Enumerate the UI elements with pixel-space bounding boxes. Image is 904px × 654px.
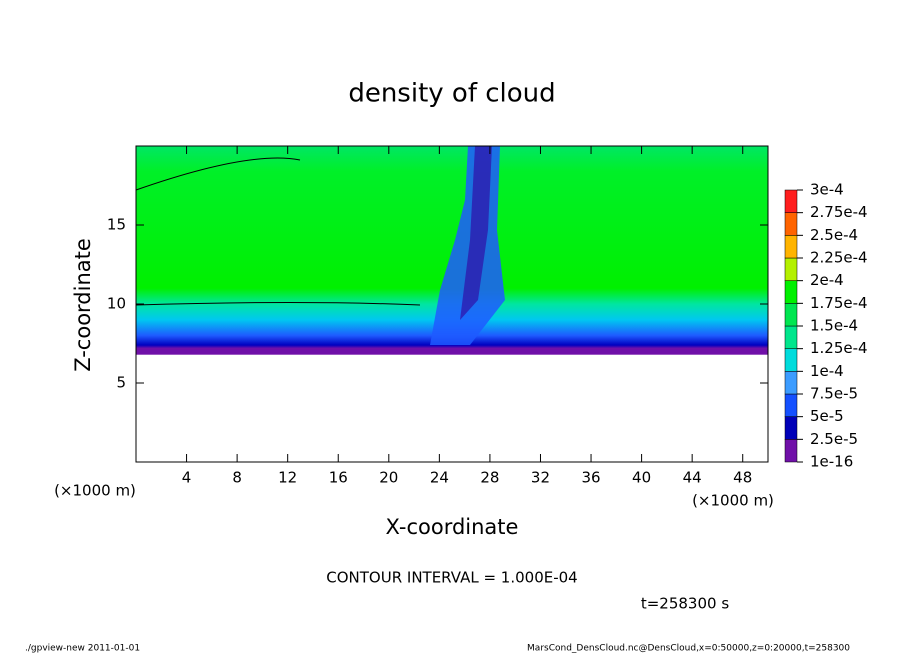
colorbar-bin xyxy=(784,189,798,213)
x-tick-label: 20 xyxy=(379,469,398,487)
footer-left: ./gpview-new 2011-01-01 xyxy=(25,644,140,654)
x-tick-label: 44 xyxy=(683,469,702,487)
colorbar-label: 7.5e-5 xyxy=(810,385,858,403)
colorbar-bin xyxy=(784,371,798,395)
footer-right: MarsCond_DensCloud.nc@DensCloud,x=0:5000… xyxy=(527,644,850,654)
colorbar-label: 1.25e-4 xyxy=(810,339,868,357)
colorbar-bin xyxy=(784,303,798,327)
x-tick-label: 8 xyxy=(232,469,242,487)
time-label: t=258300 s xyxy=(641,595,729,613)
y-tick-label: 15 xyxy=(107,216,126,234)
x-tick-label: 48 xyxy=(733,469,752,487)
y-unit: (×1000 m) xyxy=(54,482,136,500)
colorbar-label: 1.5e-4 xyxy=(810,317,858,335)
colorbar-bin xyxy=(784,212,798,236)
chart-title: density of cloud xyxy=(348,79,555,109)
colorbar-bin xyxy=(784,416,798,440)
contour-line xyxy=(135,157,421,306)
x-tick-label: 28 xyxy=(480,469,499,487)
x-tick-label: 36 xyxy=(581,469,600,487)
colorbar-label: 1e-4 xyxy=(810,362,844,380)
colorbar-bin xyxy=(784,235,798,259)
x-tick-label: 24 xyxy=(430,469,449,487)
x-unit: (×1000 m) xyxy=(692,492,774,510)
colorbar-bin xyxy=(784,325,798,349)
colorbar-bin xyxy=(784,280,798,304)
x-tick-label: 16 xyxy=(329,469,348,487)
x-axis-label: X-coordinate xyxy=(386,515,519,539)
y-tick-label: 10 xyxy=(107,295,126,313)
colorbar-label: 1e-16 xyxy=(810,453,853,471)
colorbar-label: 2.5e-4 xyxy=(810,226,858,244)
colorbar-bin xyxy=(784,393,798,417)
colorbar-bin xyxy=(784,257,798,281)
colorbar-label: 2.75e-4 xyxy=(810,203,868,221)
colorbar-label: 2.5e-5 xyxy=(810,430,858,448)
colorbar-bin xyxy=(784,439,798,463)
x-tick-label: 4 xyxy=(182,469,192,487)
y-axis-label: Z-coordinate xyxy=(71,238,95,372)
plume-core xyxy=(460,146,492,320)
contour-interval: CONTOUR INTERVAL = 1.000E-04 xyxy=(326,569,577,587)
x-tick-label: 40 xyxy=(632,469,651,487)
colorbar-label: 5e-5 xyxy=(810,407,844,425)
y-tick-label: 5 xyxy=(116,374,126,392)
colorbar-label: 2.25e-4 xyxy=(810,249,868,267)
colorbar-label: 1.75e-4 xyxy=(810,294,868,312)
colorbar-label: 3e-4 xyxy=(810,181,844,199)
x-tick-label: 12 xyxy=(278,469,297,487)
x-tick-label: 32 xyxy=(531,469,550,487)
colorbar-label: 2e-4 xyxy=(810,271,844,289)
colorbar-bin xyxy=(784,348,798,372)
